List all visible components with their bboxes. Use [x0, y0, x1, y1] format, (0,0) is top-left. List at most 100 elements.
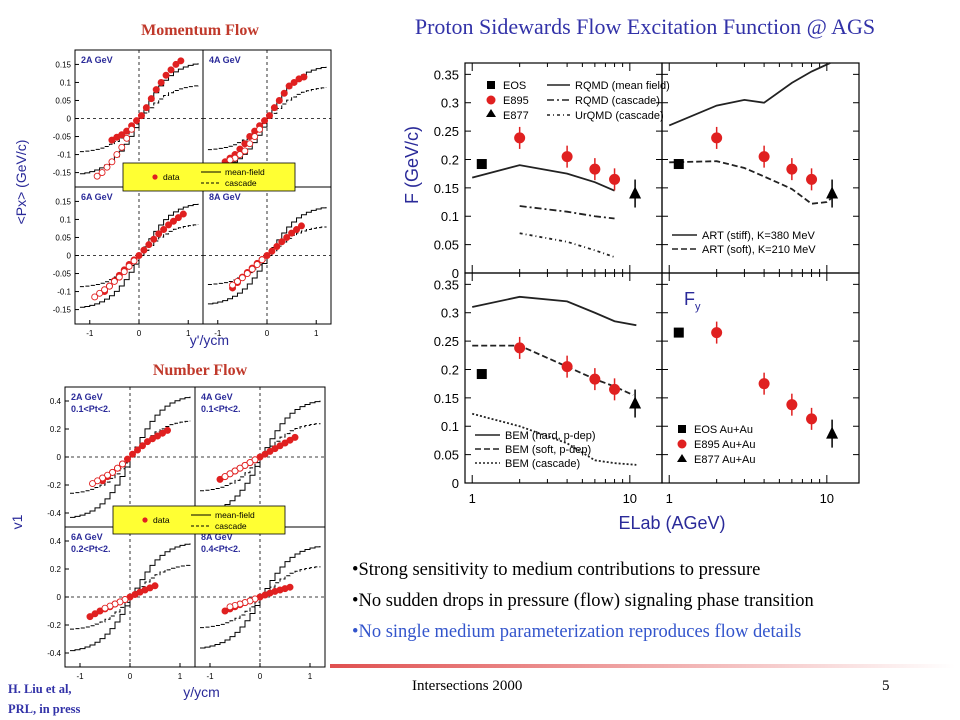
e895-marker — [609, 173, 621, 185]
data-point — [152, 86, 160, 94]
legend-e895-marker — [677, 439, 687, 449]
y-tick-label: 0.1 — [441, 209, 459, 224]
y-tick-label: 0 — [67, 115, 72, 124]
y-tick-label: -0.05 — [53, 270, 72, 279]
reflected-point — [110, 278, 118, 285]
e877-marker — [629, 396, 642, 409]
number-ylabel: v1 — [9, 514, 25, 529]
number-xlabel: y/ycm — [183, 684, 220, 700]
legend-data-label: E895 Au+Au — [694, 439, 755, 451]
data-point — [150, 235, 158, 243]
eos-marker — [673, 327, 684, 338]
model-curve — [472, 344, 634, 396]
y-tick-label: 0.15 — [55, 60, 71, 69]
y-tick-label: 0.4 — [50, 397, 62, 406]
legend-model-label: RQMD (mean field) — [575, 80, 670, 92]
y-tick-label: 0.2 — [441, 362, 459, 377]
data-point — [135, 252, 143, 259]
data-point — [134, 446, 141, 454]
y-tick-label: 0.25 — [434, 124, 459, 139]
data-point — [177, 57, 185, 65]
reflected-point — [251, 133, 259, 140]
x-tick-label: 1 — [178, 672, 183, 681]
number-panel-3: 6A GeV 0.2<Pt<2. 0.4 0.2 0 -0.2 -0.4 -1 0 1 — [47, 526, 196, 681]
reflected-point — [103, 163, 111, 171]
y-tick-label: 0 — [452, 476, 459, 491]
y-tick-label: 0.05 — [434, 238, 459, 253]
number-panel-1: 2A GeV 0.1<Pt<2. 0.4 0.2 0 -0.2 -0.4 — [47, 386, 196, 528]
momentum-ylabel: <Px> (GeV/c) — [13, 140, 29, 225]
excitation-panel-top-left: 0.35 0.3 0.25 0.2 0.15 0.1 0.05 0 EOS E895 E877 RQM… — [434, 62, 670, 281]
x-tick-label: 1 — [314, 329, 319, 338]
reflected-point — [130, 257, 138, 265]
x-tick-label: 0 — [137, 329, 142, 338]
e895-marker — [758, 151, 770, 163]
data-point — [268, 247, 276, 255]
model-curve — [668, 62, 831, 127]
data-point — [147, 95, 155, 103]
y-tick-label: -0.4 — [47, 509, 61, 518]
data-point — [140, 246, 148, 254]
citation-line-1: H. Liu et al, — [8, 682, 72, 696]
data-point — [169, 217, 177, 225]
reflected-point — [123, 134, 131, 142]
momentum-panel-4: 8A GeV -1 0 1 — [202, 186, 332, 338]
e895-marker — [711, 132, 723, 144]
data-point — [151, 582, 159, 590]
y-tick-label: 0.15 — [434, 391, 459, 406]
model-curve — [472, 295, 637, 327]
panel-label: 4A GeV — [201, 392, 233, 402]
y-tick-label: -0.2 — [47, 621, 61, 630]
legend-e895: E895 — [503, 95, 529, 107]
data-point — [165, 221, 173, 229]
x-tick-label: -1 — [206, 672, 214, 681]
excitation-ylabel: F (GeV/c) — [402, 126, 422, 204]
legend-model-label: ART (soft), K=210 MeV — [702, 244, 816, 256]
data-point — [142, 104, 150, 112]
data-point — [288, 229, 296, 237]
reflected-point — [118, 143, 126, 151]
x-tick-label: -1 — [214, 329, 222, 338]
data-point — [155, 230, 163, 238]
data-point — [145, 241, 153, 249]
reflected-point — [226, 603, 234, 611]
reflected-point — [241, 147, 249, 155]
e877-marker — [629, 186, 642, 199]
data-point — [273, 242, 281, 250]
y-tick-label: -0.05 — [53, 133, 72, 142]
legend-box — [122, 162, 296, 192]
data-point — [283, 233, 291, 241]
e895-marker — [758, 378, 770, 390]
panel-label: 8A GeV — [209, 192, 241, 202]
eos-marker — [673, 159, 684, 170]
excitation-panel-bottom-left: 0.35 0.3 0.25 0.2 0.15 0.1 0.05 01 10 BEM (hard, … — [434, 272, 663, 506]
momentum-flow-title: Momentum Flow — [141, 22, 259, 39]
panel-label: 2A GeV — [81, 55, 113, 65]
legend-mf-label: mean-field — [215, 510, 255, 520]
excitation-function-chart: 0.35 0.3 0.25 0.2 0.15 0.1 0.05 0 EOS E895 E877 RQM… — [402, 62, 860, 533]
legend-model-label: BEM (soft, p-dep) — [505, 444, 591, 456]
x-tick-label: 1 — [308, 672, 313, 681]
e895-marker — [514, 132, 526, 144]
y-tick-label: -0.1 — [57, 288, 71, 297]
data-point — [286, 583, 294, 591]
reflected-point — [229, 281, 236, 289]
reflected-point — [221, 473, 229, 481]
reflected-point — [238, 274, 246, 282]
data-point — [139, 442, 146, 450]
e895-marker — [786, 163, 798, 175]
legend-model-label: BEM (hard, p-dep) — [505, 430, 595, 442]
reflected-point — [236, 151, 244, 159]
excitation-xlabel: ELab (AGeV) — [618, 513, 725, 533]
reflected-point — [258, 256, 266, 264]
number-flow-chart: 2A GeV 0.1<Pt<2. 0.4 0.2 0 -0.2 -0.4 4A GeV 0.1<… — [9, 386, 326, 700]
bullet-sensitivity: •Strong sensitivity to medium contributi… — [352, 560, 761, 580]
legend-model-label: ART (stiff), K=380 MeV — [702, 230, 815, 242]
data-point — [261, 117, 269, 125]
legend-e877-marker — [677, 454, 687, 462]
eos-marker — [476, 369, 487, 380]
cascade-curve — [207, 226, 327, 286]
y-tick-label: 0.2 — [50, 565, 62, 574]
page-number: 5 — [882, 678, 890, 694]
panel-cut: 0.4<Pt<2. — [201, 544, 241, 554]
